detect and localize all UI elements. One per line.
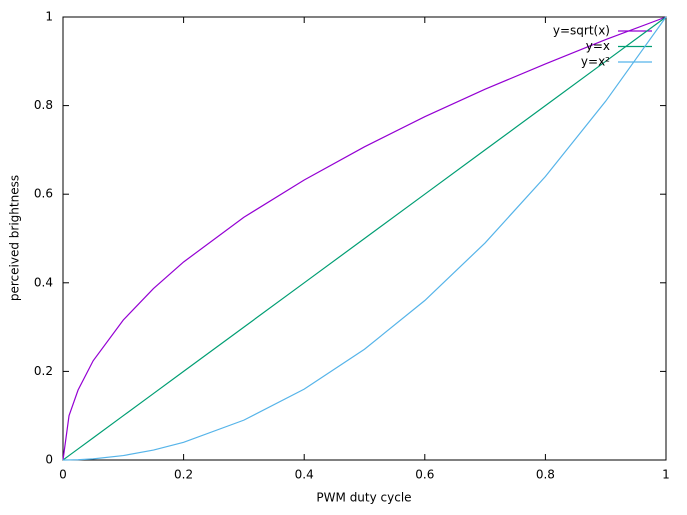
y-tick-label: 0 [45, 453, 53, 467]
y-tick-label: 0.8 [34, 98, 53, 112]
legend-label: y=sqrt(x) [553, 24, 610, 38]
x-tick-label: 0 [59, 468, 67, 482]
x-tick-label: 1 [662, 468, 670, 482]
x-tick-label: 0.6 [415, 468, 434, 482]
series-line [62, 16, 667, 461]
x-tick-label: 0.2 [174, 468, 193, 482]
y-tick-label: 0.4 [34, 275, 53, 289]
x-axis-label: PWM duty cycle [316, 491, 411, 505]
series-line [62, 16, 667, 461]
y-tick-label: 0.2 [34, 364, 53, 378]
x-tick-label: 0.4 [295, 468, 314, 482]
y-tick-label: 0.6 [34, 187, 53, 201]
legend-label: y=x² [581, 55, 610, 69]
series-line [62, 16, 667, 461]
x-tick-label: 0.8 [536, 468, 555, 482]
legend-label: y=x [586, 39, 610, 53]
y-axis-label: perceived brightness [8, 175, 22, 301]
y-tick-label: 1 [45, 10, 53, 24]
plot-frame [62, 16, 667, 461]
